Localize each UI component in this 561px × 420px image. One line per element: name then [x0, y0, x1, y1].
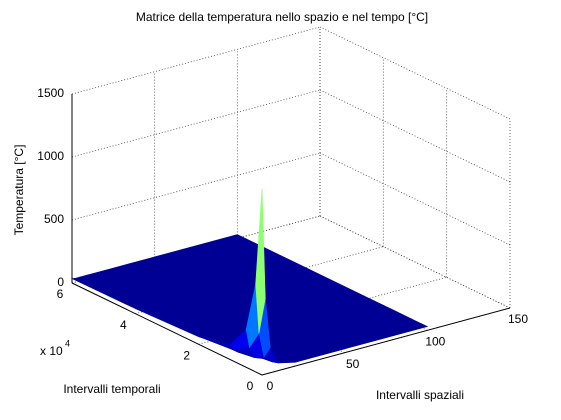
z-tick-label: 1000 [37, 149, 64, 163]
x-axis-label: Intervalli spaziali [376, 388, 464, 402]
y-exponent-base: x 10 [40, 344, 63, 358]
x-tick-label: 150 [508, 312, 528, 326]
z-tick-label: 0 [57, 275, 64, 289]
z-tick-label: 1500 [37, 86, 64, 100]
x-tick-label: 100 [425, 335, 445, 349]
grid-line [319, 215, 511, 309]
y-tick-label: 0 [247, 379, 254, 393]
y-tick-label: 6 [57, 287, 64, 301]
x-axis [261, 307, 511, 376]
grid-line [319, 89, 511, 183]
grid-line [71, 26, 321, 95]
y-tick-label: 4 [120, 318, 127, 332]
y-axis-label: Intervalli temporali [63, 382, 160, 396]
y-tick-label: 2 [183, 349, 190, 363]
x-tick-label: 0 [267, 379, 274, 393]
y-axis [71, 282, 263, 376]
chart-title: Matrice della temperatura nello spazio e… [136, 10, 428, 24]
grid-line [319, 152, 511, 246]
y-exponent: 4 [65, 338, 70, 348]
surface-patch [255, 188, 266, 334]
z-axis-label: Temperatura [°C] [12, 145, 26, 236]
grid-line [71, 152, 321, 221]
grid-line [71, 89, 321, 158]
z-tick-label: 500 [44, 212, 64, 226]
x-tick-label: 50 [346, 357, 360, 371]
grid-line [319, 26, 511, 120]
